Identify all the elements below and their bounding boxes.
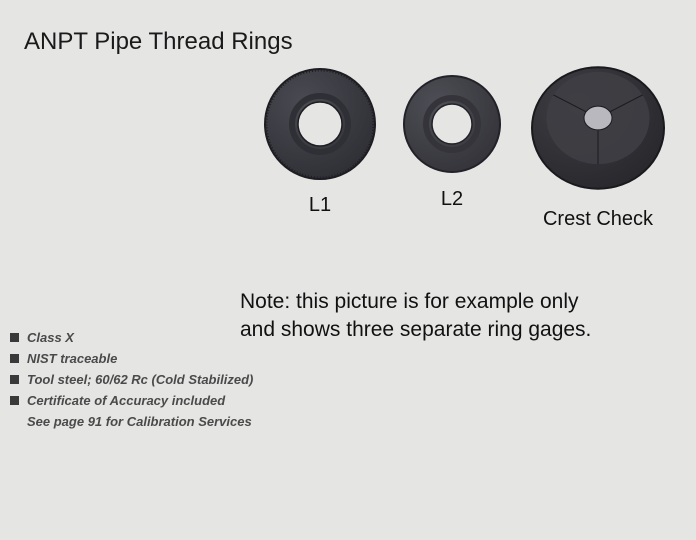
bullet-icon bbox=[10, 354, 19, 363]
feature-item: See page 91 for Calibration Services bbox=[10, 414, 253, 429]
ring-icon bbox=[398, 70, 506, 178]
ring-label: L2 bbox=[441, 188, 463, 211]
feature-text: Certificate of Accuracy included bbox=[27, 393, 225, 408]
bullet-icon bbox=[10, 375, 19, 384]
bullet-icon bbox=[10, 333, 19, 342]
feature-item: Tool steel; 60/62 Rc (Cold Stabilized) bbox=[10, 372, 253, 387]
feature-text: Class X bbox=[27, 330, 74, 345]
note-text: Note: this picture is for example only a… bbox=[240, 288, 660, 345]
note-line-2: and shows three separate ring gages. bbox=[240, 318, 591, 341]
ring-item-2: Crest Check bbox=[524, 50, 672, 231]
feature-item: Certificate of Accuracy included bbox=[10, 393, 253, 408]
feature-text: Tool steel; 60/62 Rc (Cold Stabilized) bbox=[27, 372, 253, 387]
bullet-icon bbox=[10, 396, 19, 405]
feature-text: NIST traceable bbox=[27, 351, 117, 366]
ring-icon bbox=[524, 50, 672, 198]
note-line-1: Note: this picture is for example only bbox=[240, 290, 578, 313]
ring-label: Crest Check bbox=[543, 208, 653, 231]
ring-icon bbox=[260, 64, 380, 184]
feature-text: See page 91 for Calibration Services bbox=[27, 414, 252, 429]
page-title: ANPT Pipe Thread Rings bbox=[24, 28, 293, 56]
ring-label: L1 bbox=[309, 194, 331, 217]
feature-item: Class X bbox=[10, 330, 253, 345]
rings-row: L1 L2 Crest Check bbox=[260, 50, 672, 231]
ring-item-0: L1 bbox=[260, 64, 380, 217]
ring-item-1: L2 bbox=[398, 70, 506, 211]
feature-item: NIST traceable bbox=[10, 351, 253, 366]
features-list: Class X NIST traceable Tool steel; 60/62 R… bbox=[10, 330, 253, 435]
